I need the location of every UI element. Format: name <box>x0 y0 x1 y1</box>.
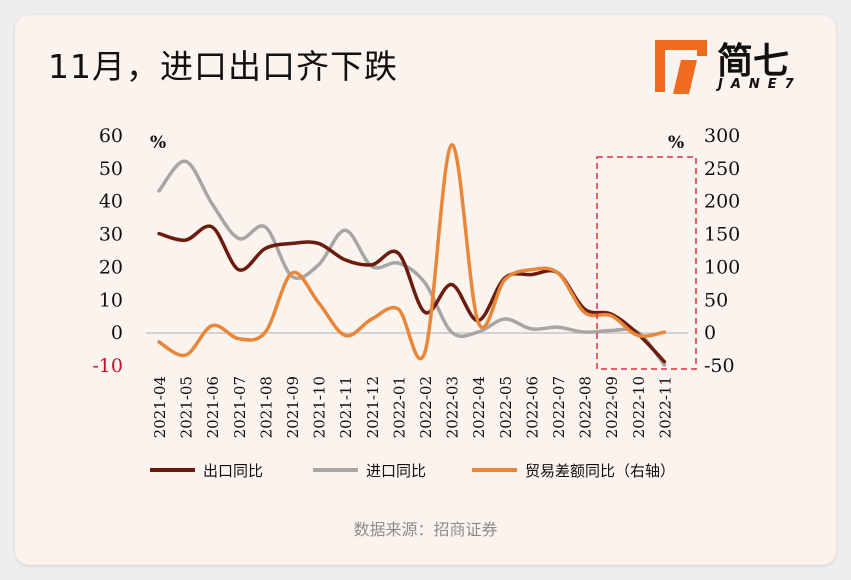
x-tick-label: 2021-04 <box>151 376 169 438</box>
x-tick-label: 2021-08 <box>257 376 275 438</box>
x-tick-label: 2021-09 <box>284 376 302 438</box>
x-tick-label: 2021-05 <box>178 376 196 438</box>
series-lines <box>157 143 667 367</box>
logo-name-en: JANE7 <box>718 77 802 92</box>
left-tick-label: 30 <box>99 224 123 246</box>
left-tick-label: 40 <box>99 191 123 213</box>
logo-mark-slash <box>673 60 697 94</box>
right-tick-label: 300 <box>704 125 740 147</box>
right-axis-unit: % <box>668 133 684 153</box>
right-tick-label: 0 <box>704 322 716 344</box>
brand-logo: 简七 JANE7 <box>651 28 816 103</box>
x-tick-label: 2022-04 <box>470 376 488 438</box>
legend-label-import: 进口同比 <box>366 462 426 480</box>
legend: 出口同比 进口同比 贸易差额同比（右轴） <box>150 462 675 480</box>
series-line-balance <box>157 143 667 361</box>
x-tick-label: 2022-06 <box>523 376 541 438</box>
x-tick-label: 2021-06 <box>204 376 222 438</box>
legend-label-balance: 贸易差额同比（右轴） <box>525 462 675 480</box>
x-tick-label: 2022-02 <box>417 376 435 438</box>
logo-name-cn: 简七 <box>717 41 790 82</box>
series-line-import <box>157 159 667 367</box>
left-tick-label: 10 <box>99 289 123 311</box>
x-tick-label: 2022-11 <box>656 376 674 438</box>
right-tick-label: 200 <box>704 191 740 213</box>
x-tick-label: 2022-07 <box>550 376 568 438</box>
left-tick-label: 60 <box>99 125 123 147</box>
x-tick-label: 2021-11 <box>337 376 355 438</box>
left-tick-label: 20 <box>99 256 123 278</box>
x-tick-label: 2021-07 <box>231 376 249 438</box>
logo-mark-bracket <box>655 40 707 92</box>
logo-mark-icon <box>655 40 707 94</box>
x-axis-labels: 2021-04 2021-05 2021-06 2021-07 2021-08 2021-… <box>151 376 674 438</box>
right-tick-label: 250 <box>704 158 740 180</box>
source-note: 数据来源：招商证券 <box>353 520 498 539</box>
left-tick-label: -10 <box>92 355 123 377</box>
x-tick-label: 2022-01 <box>390 376 408 438</box>
right-tick-label: -50 <box>704 355 735 377</box>
left-axis-unit: % <box>150 133 166 153</box>
left-axis-ticks: 60 50 40 30 20 10 0 -10 <box>92 125 123 377</box>
x-tick-label: 2021-10 <box>311 376 329 438</box>
page-title: 11月，进口出口齐下跌 <box>48 47 398 86</box>
right-axis-ticks: 300 250 200 150 100 50 0 -50 <box>704 125 740 377</box>
x-tick-label: 2022-08 <box>577 376 595 438</box>
x-tick-label: 2022-05 <box>497 376 515 438</box>
left-tick-label: 50 <box>99 158 123 180</box>
right-tick-label: 100 <box>704 256 740 278</box>
highlight-box <box>596 156 697 370</box>
x-tick-label: 2021-12 <box>364 376 382 438</box>
series-line-export <box>157 224 667 364</box>
right-tick-label: 150 <box>704 224 740 246</box>
x-tick-label: 2022-10 <box>630 376 648 438</box>
left-tick-label: 0 <box>111 322 123 344</box>
content-card <box>15 15 836 565</box>
x-tick-label: 2022-03 <box>444 376 462 438</box>
x-tick-label: 2022-09 <box>603 376 621 438</box>
right-tick-label: 50 <box>704 289 728 311</box>
legend-label-export: 出口同比 <box>203 462 263 480</box>
